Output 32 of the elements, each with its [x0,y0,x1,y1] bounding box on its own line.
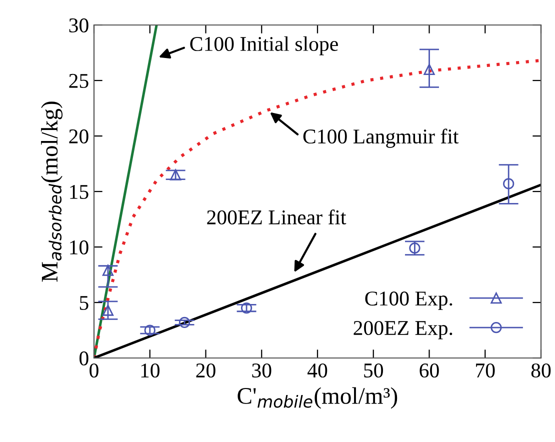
point [102,264,114,276]
x-tick-label: 40 [307,363,328,378]
y-tick-label: 20 [69,129,88,144]
x-tick-label: 0 [90,363,98,378]
y-axis-title: M$_{adsorbed}$(mol/kg) [41,102,63,282]
point [144,324,156,336]
annotation: C100 Initial slope [190,36,338,56]
y-tick-label: 15 [70,184,88,199]
point [102,304,114,316]
point [170,169,182,180]
x-tick-label: 80 [531,363,551,378]
x-tick-label: 20 [196,363,216,378]
point [240,302,252,314]
legend-label: C100 Exp. [365,292,452,310]
x-tick-label: 30 [252,363,272,378]
point [178,316,190,328]
x-axis-title: C'$_{mobile}$(mol/m³) [238,387,398,409]
x-tick-label: 10 [141,363,160,378]
annotation: C100 Langmuir fit [303,128,459,148]
point [409,242,420,254]
y-tick-label: 5 [80,296,88,310]
y-tick-label: 10 [70,240,88,254]
point [503,178,514,190]
annotation: 200EZ Linear fit [207,210,346,224]
y-tick-label: 0 [80,351,88,366]
x-tick-label: 60 [420,363,439,378]
y-tick-label: 30 [69,18,88,32]
legend-label: 200EZ Exp. [354,320,452,340]
y-tick-label: 25 [69,74,88,88]
x-tick-label: 50 [364,363,383,378]
x-tick-label: 70 [476,363,495,378]
point [424,64,435,75]
